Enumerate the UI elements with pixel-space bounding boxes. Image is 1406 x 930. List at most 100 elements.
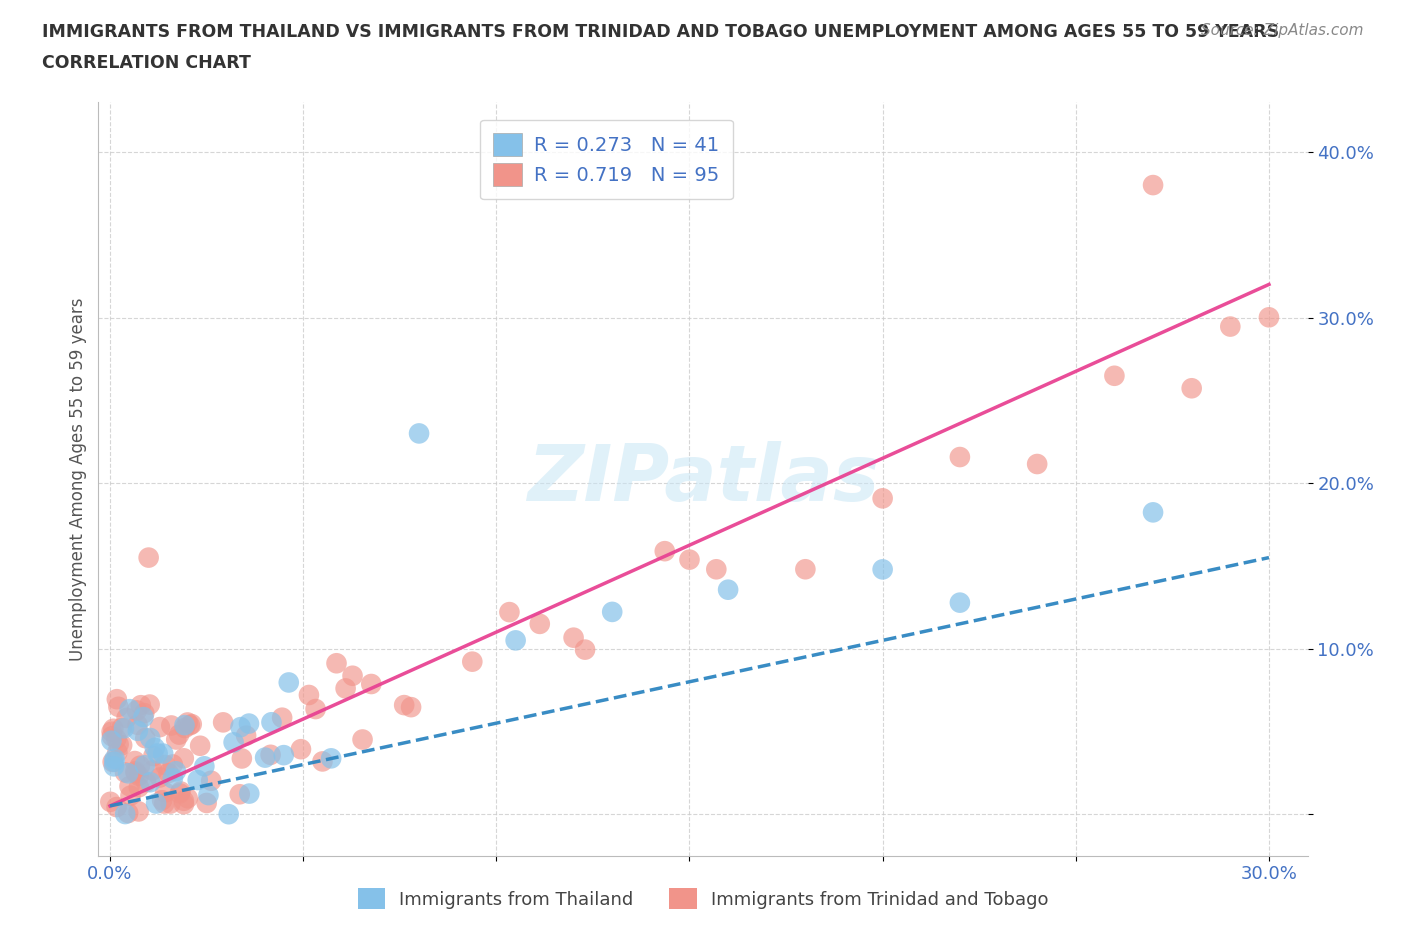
Point [127,717,149,732]
Point [277,675,299,690]
Point [167,727,190,742]
Point [165,764,187,778]
Point [298,687,321,702]
Point [1181,380,1204,395]
Point [200,774,222,789]
Point [152,746,174,761]
Point [1026,457,1049,472]
Point [105,800,128,815]
Point [408,426,430,441]
Point [114,765,136,780]
Point [139,775,162,790]
Point [342,669,364,684]
Point [273,748,295,763]
Legend: R = 0.273   N = 41, R = 0.719   N = 95: R = 0.273 N = 41, R = 0.719 N = 95 [479,120,733,199]
Point [103,754,125,769]
Point [574,643,596,658]
Point [529,617,551,631]
Point [179,718,201,733]
Point [134,706,156,721]
Point [304,701,326,716]
Text: IMMIGRANTS FROM THAILAND VS IMMIGRANTS FROM TRINIDAD AND TOBAGO UNEMPLOYMENT AMO: IMMIGRANTS FROM THAILAND VS IMMIGRANTS F… [42,23,1279,41]
Point [138,551,160,565]
Point [135,775,157,790]
Point [127,724,149,738]
Point [231,751,253,766]
Point [173,721,195,736]
Point [1142,178,1164,193]
Point [654,544,676,559]
Point [101,729,124,744]
Point [100,733,122,748]
Point [176,790,198,805]
Point [139,731,162,746]
Point [238,716,260,731]
Point [600,604,623,619]
Point [195,795,218,810]
Point [125,703,148,718]
Point [335,681,357,696]
Point [169,786,191,801]
Point [187,773,209,788]
Point [145,796,167,811]
Point [103,722,125,737]
Point [704,562,727,577]
Point [146,746,169,761]
Point [1104,368,1126,383]
Point [188,738,211,753]
Point [124,753,146,768]
Point [505,633,527,648]
Point [128,768,150,783]
Text: Source: ZipAtlas.com: Source: ZipAtlas.com [1201,23,1364,38]
Point [118,778,141,793]
Point [176,715,198,730]
Text: CORRELATION CHART: CORRELATION CHART [42,54,252,72]
Point [128,804,150,819]
Point [290,742,312,757]
Point [105,731,128,746]
Point [260,715,283,730]
Point [100,724,122,739]
Point [165,732,187,747]
Text: ZIPatlas: ZIPatlas [527,441,879,517]
Point [399,699,422,714]
Point [111,737,134,752]
Legend: Immigrants from Thailand, Immigrants from Trinidad and Tobago: Immigrants from Thailand, Immigrants fro… [350,881,1056,916]
Point [197,788,219,803]
Point [120,789,142,804]
Point [129,758,152,773]
Point [872,491,894,506]
Point [562,631,585,645]
Point [114,806,136,821]
Point [180,717,202,732]
Point [107,737,129,751]
Point [138,698,160,712]
Y-axis label: Unemployment Among Ages 55 to 59 years: Unemployment Among Ages 55 to 59 years [69,298,87,660]
Point [162,771,184,786]
Point [311,754,333,769]
Point [321,751,343,765]
Point [115,711,138,725]
Point [117,805,139,820]
Point [173,797,195,812]
Point [949,595,972,610]
Point [222,735,245,750]
Point [105,745,128,760]
Point [125,765,148,780]
Point [949,449,972,464]
Point [271,711,294,725]
Point [150,792,173,807]
Point [173,718,195,733]
Point [107,699,129,714]
Point [162,757,184,772]
Point [104,751,127,766]
Point [235,728,257,743]
Point [794,562,817,577]
Point [142,749,165,764]
Point [160,718,183,733]
Point [134,758,156,773]
Point [112,721,135,736]
Point [157,765,180,780]
Point [117,766,139,781]
Point [149,770,172,785]
